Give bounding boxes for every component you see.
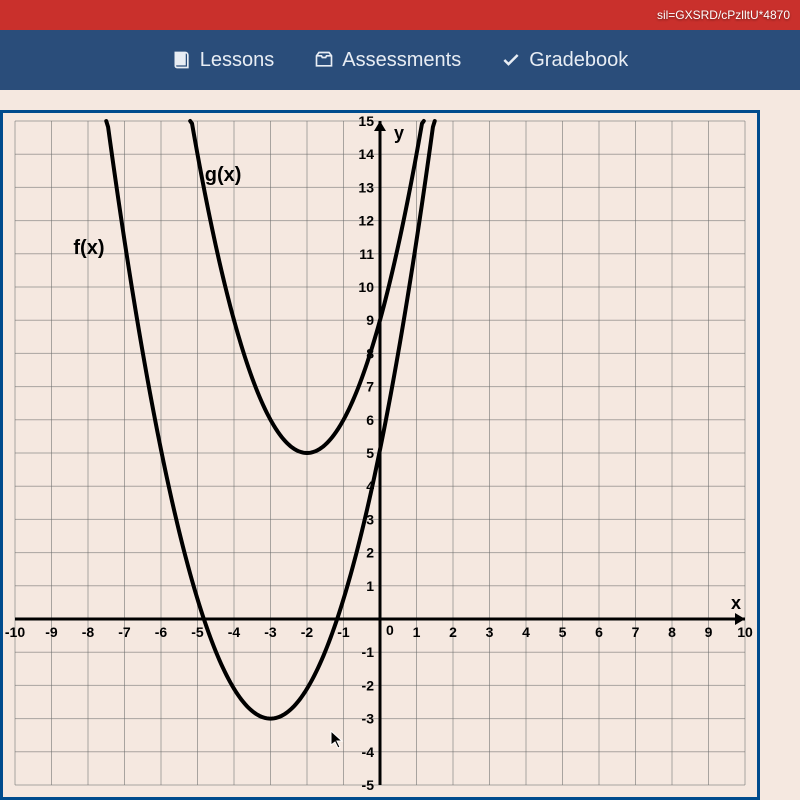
- svg-text:-10: -10: [5, 624, 25, 640]
- url-fragment-bar: sil=GXSRD/cPzlltU*4870: [0, 0, 800, 30]
- svg-text:-7: -7: [118, 624, 131, 640]
- nav-gradebook-label: Gradebook: [529, 49, 628, 72]
- svg-text:-3: -3: [362, 711, 375, 727]
- svg-text:-8: -8: [82, 624, 95, 640]
- svg-text:-6: -6: [155, 624, 168, 640]
- svg-text:-3: -3: [264, 624, 277, 640]
- svg-text:-2: -2: [301, 624, 314, 640]
- svg-text:-4: -4: [228, 624, 241, 640]
- svg-text:7: 7: [366, 379, 374, 395]
- svg-text:10: 10: [358, 279, 374, 295]
- series-label-f(x): f(x): [73, 237, 104, 259]
- mouse-cursor: [330, 730, 344, 750]
- nav-gradebook[interactable]: Gradebook: [501, 49, 628, 72]
- svg-text:-2: -2: [362, 677, 375, 693]
- svg-text:-4: -4: [362, 744, 375, 760]
- svg-text:10: 10: [737, 624, 753, 640]
- svg-text:-1: -1: [337, 624, 350, 640]
- y-axis-label: y: [394, 123, 404, 143]
- svg-text:-5: -5: [362, 777, 375, 793]
- svg-text:0: 0: [386, 622, 394, 638]
- url-fragment-text: sil=GXSRD/cPzlltU*4870: [657, 8, 790, 22]
- svg-text:5: 5: [559, 624, 567, 640]
- svg-text:13: 13: [358, 179, 374, 195]
- parabola-chart: -10-9-8-7-6-5-4-3-2-1012345678910-5-4-3-…: [3, 113, 757, 797]
- x-axis-label: x: [731, 593, 741, 613]
- svg-text:5: 5: [366, 445, 374, 461]
- svg-text:4: 4: [522, 624, 530, 640]
- check-icon: [501, 50, 521, 70]
- svg-text:9: 9: [366, 312, 374, 328]
- graph-panel: -10-9-8-7-6-5-4-3-2-1012345678910-5-4-3-…: [0, 110, 760, 800]
- svg-text:8: 8: [668, 624, 676, 640]
- svg-text:9: 9: [705, 624, 713, 640]
- inbox-icon: [314, 50, 334, 70]
- svg-text:3: 3: [486, 624, 494, 640]
- svg-text:2: 2: [366, 545, 374, 561]
- svg-text:-1: -1: [362, 644, 375, 660]
- nav-assessments-label: Assessments: [342, 49, 461, 72]
- svg-text:-9: -9: [45, 624, 58, 640]
- svg-text:1: 1: [366, 578, 374, 594]
- book-icon: [172, 50, 192, 70]
- svg-text:-5: -5: [191, 624, 204, 640]
- nav-lessons-label: Lessons: [200, 49, 275, 72]
- svg-text:14: 14: [358, 146, 374, 162]
- svg-text:1: 1: [413, 624, 421, 640]
- nav-assessments[interactable]: Assessments: [314, 49, 461, 72]
- svg-text:12: 12: [358, 213, 374, 229]
- svg-text:2: 2: [449, 624, 457, 640]
- svg-text:11: 11: [359, 246, 374, 262]
- page-body: -10-9-8-7-6-5-4-3-2-1012345678910-5-4-3-…: [0, 90, 800, 800]
- series-label-g(x): g(x): [205, 164, 242, 186]
- svg-text:6: 6: [366, 412, 374, 428]
- svg-text:6: 6: [595, 624, 603, 640]
- svg-text:15: 15: [358, 113, 374, 129]
- main-nav: Lessons Assessments Gradebook: [0, 30, 800, 90]
- svg-text:7: 7: [632, 624, 640, 640]
- nav-lessons[interactable]: Lessons: [172, 49, 275, 72]
